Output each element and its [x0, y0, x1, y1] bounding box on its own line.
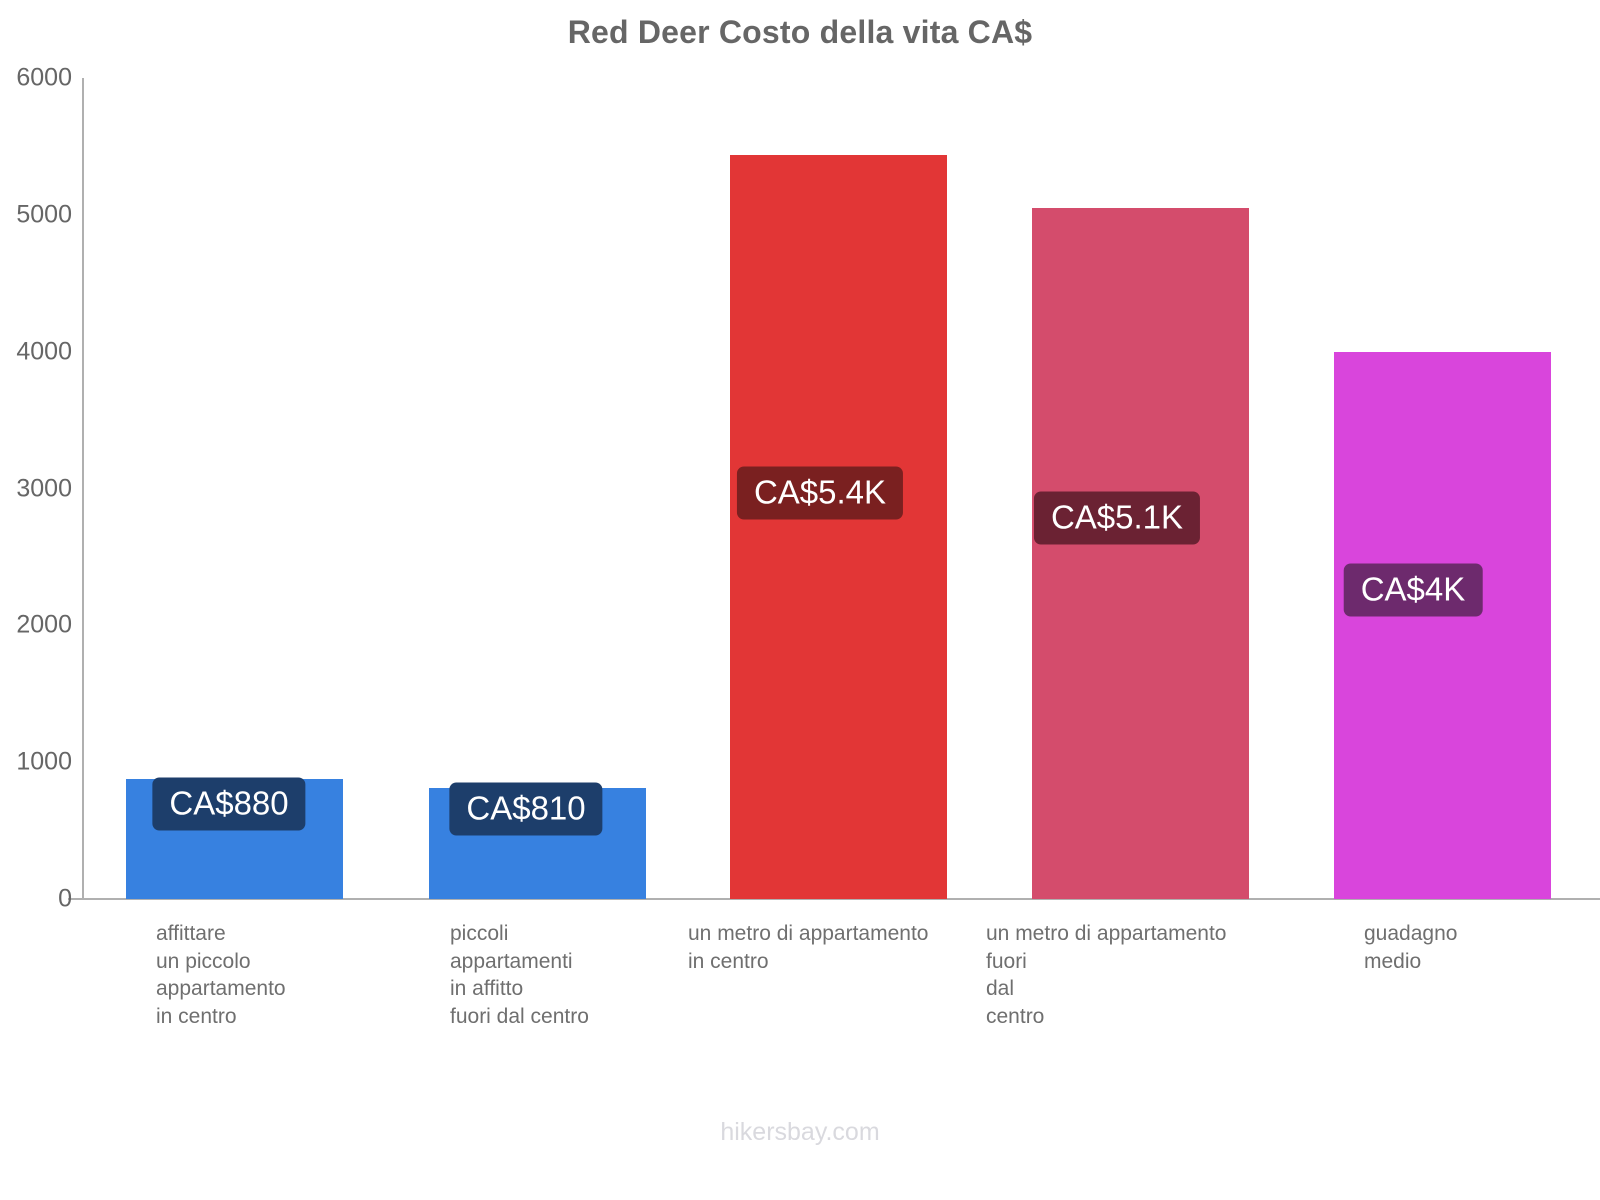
y-axis-tick-0: 0: [58, 884, 72, 913]
bar-4[interactable]: [1032, 208, 1249, 899]
category-label-line: un metro di appartamento: [986, 922, 1227, 945]
category-label-line: in affitto: [450, 977, 524, 1000]
page-title: Red Deer Costo della vita CA$: [567, 14, 1033, 50]
category-label-5: guadagno medio: [1364, 920, 1457, 975]
category-label-line: centro: [986, 1004, 1045, 1028]
category-label-3: un metro di appartamento in centro: [688, 920, 928, 975]
y-axis-tick-4000: 4000: [16, 337, 72, 366]
y-axis-tick-5000: 5000: [16, 200, 72, 229]
category-label-line: un metro di appartamento: [688, 922, 929, 945]
y-axis-line: [82, 78, 84, 899]
y-axis-tick-1000: 1000: [16, 747, 72, 776]
category-label-line: in centro: [156, 1004, 237, 1028]
watermark: hikersbay.com: [720, 1118, 880, 1146]
category-label-4: un metro di appartamento fuori dal centro: [986, 920, 1226, 1030]
value-badge-1: CA$880: [152, 777, 306, 831]
y-axis-tick-2000: 2000: [16, 610, 72, 639]
bar-3[interactable]: [730, 154, 947, 899]
y-axis-tick-3000: 3000: [16, 474, 72, 502]
category-label-line: fuori dal centro: [450, 1004, 589, 1028]
category-label-line: fuori: [986, 949, 1027, 973]
category-label-line: appartamento: [156, 977, 286, 1000]
category-label-line: appartamenti: [450, 949, 573, 973]
category-label-line: un piccolo: [156, 949, 251, 973]
value-badge-5: CA$4K: [1343, 563, 1483, 617]
category-label-line: piccoli: [450, 922, 509, 945]
category-label-1: affittare un piccolo appartamento in centro: [156, 920, 286, 1030]
category-label-line: guadagno: [1364, 922, 1458, 945]
category-label-2: piccoli appartamenti in affitto fuori dal c…: [450, 920, 589, 1030]
category-label-line: dal: [986, 977, 1015, 1000]
category-label-line: affittare: [156, 922, 226, 945]
category-label-line: in centro: [688, 949, 769, 973]
value-badge-4: CA$5.1K: [1033, 491, 1201, 545]
x-axis-line: [68, 898, 1600, 900]
value-badge-3: CA$5.4K: [736, 466, 904, 520]
y-axis-tick-6000: 6000: [16, 63, 72, 92]
value-badge-2: CA$810: [449, 782, 603, 836]
category-label-line: medio: [1364, 949, 1422, 973]
bar-5[interactable]: [1334, 351, 1551, 899]
